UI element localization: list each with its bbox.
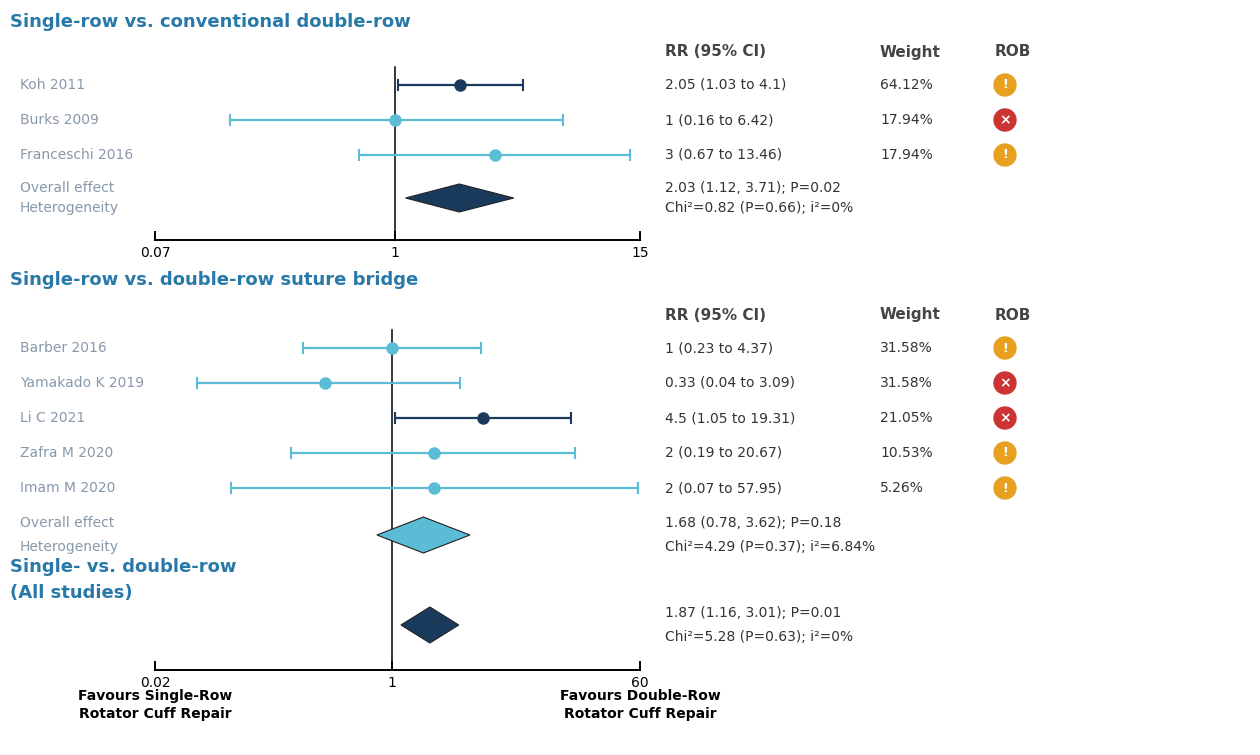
Text: Overall effect: Overall effect [20, 516, 115, 530]
Text: Single- vs. double-row
(All studies): Single- vs. double-row (All studies) [10, 559, 237, 602]
Text: Heterogeneity: Heterogeneity [20, 540, 120, 554]
Text: RR (95% CI): RR (95% CI) [665, 307, 766, 322]
Text: 2 (0.19 to 20.67): 2 (0.19 to 20.67) [665, 446, 782, 460]
Text: 17.94%: 17.94% [879, 148, 932, 162]
Text: Favours Double-Row
Rotator Cuff Repair: Favours Double-Row Rotator Cuff Repair [559, 689, 721, 721]
Text: 2.05 (1.03 to 4.1): 2.05 (1.03 to 4.1) [665, 78, 786, 92]
Text: RR (95% CI): RR (95% CI) [665, 45, 766, 60]
Text: Chi²=0.82 (P=0.66); i²=0%: Chi²=0.82 (P=0.66); i²=0% [665, 201, 853, 215]
Circle shape [994, 74, 1016, 96]
Text: 1.68 (0.78, 3.62); P=0.18: 1.68 (0.78, 3.62); P=0.18 [665, 516, 842, 530]
Text: 1 (0.23 to 4.37): 1 (0.23 to 4.37) [665, 341, 774, 355]
Text: 3 (0.67 to 13.46): 3 (0.67 to 13.46) [665, 148, 782, 162]
Text: 17.94%: 17.94% [879, 113, 932, 127]
Text: Yamakado K 2019: Yamakado K 2019 [20, 376, 144, 390]
Text: 31.58%: 31.58% [879, 341, 932, 355]
Text: Weight: Weight [879, 45, 941, 60]
Text: 0.02: 0.02 [140, 676, 170, 690]
Text: Chi²=5.28 (P=0.63); i²=0%: Chi²=5.28 (P=0.63); i²=0% [665, 630, 853, 644]
Text: ROB: ROB [995, 45, 1032, 60]
Text: 0.07: 0.07 [140, 246, 170, 260]
Text: 5.26%: 5.26% [879, 481, 924, 495]
Text: Single-row vs. conventional double-row: Single-row vs. conventional double-row [10, 13, 411, 31]
Text: 0.33 (0.04 to 3.09): 0.33 (0.04 to 3.09) [665, 376, 795, 390]
Text: Barber 2016: Barber 2016 [20, 341, 107, 355]
Text: Zafra M 2020: Zafra M 2020 [20, 446, 113, 460]
Text: Li C 2021: Li C 2021 [20, 411, 86, 425]
Text: 64.12%: 64.12% [879, 78, 932, 92]
Text: 1.87 (1.16, 3.01); P=0.01: 1.87 (1.16, 3.01); P=0.01 [665, 606, 842, 620]
Polygon shape [401, 607, 459, 643]
Text: 4.5 (1.05 to 19.31): 4.5 (1.05 to 19.31) [665, 411, 795, 425]
Text: 1: 1 [388, 676, 397, 690]
Text: Heterogeneity: Heterogeneity [20, 201, 120, 215]
Text: ROB: ROB [995, 307, 1032, 322]
Text: 2.03 (1.12, 3.71); P=0.02: 2.03 (1.12, 3.71); P=0.02 [665, 181, 840, 195]
Text: Chi²=4.29 (P=0.37); i²=6.84%: Chi²=4.29 (P=0.37); i²=6.84% [665, 540, 876, 554]
Text: 1 (0.16 to 6.42): 1 (0.16 to 6.42) [665, 113, 774, 127]
Text: !: ! [1002, 149, 1008, 162]
Text: Favours Single-Row
Rotator Cuff Repair: Favours Single-Row Rotator Cuff Repair [78, 689, 232, 721]
Polygon shape [377, 517, 470, 553]
Text: 15: 15 [631, 246, 649, 260]
Text: Burks 2009: Burks 2009 [20, 113, 98, 127]
Text: 60: 60 [631, 676, 649, 690]
Text: Overall effect: Overall effect [20, 181, 115, 195]
Circle shape [994, 109, 1016, 131]
Text: Single-row vs. double-row suture bridge: Single-row vs. double-row suture bridge [10, 271, 418, 289]
Text: 1: 1 [391, 246, 399, 260]
Text: ×: × [999, 411, 1011, 425]
Text: ×: × [999, 113, 1011, 127]
Circle shape [994, 442, 1016, 464]
Polygon shape [406, 184, 514, 212]
Circle shape [994, 337, 1016, 359]
Circle shape [994, 477, 1016, 499]
Text: ×: × [999, 376, 1011, 390]
Text: Franceschi 2016: Franceschi 2016 [20, 148, 134, 162]
Text: Koh 2011: Koh 2011 [20, 78, 86, 92]
Circle shape [994, 407, 1016, 429]
Text: 31.58%: 31.58% [879, 376, 932, 390]
Text: Imam M 2020: Imam M 2020 [20, 481, 116, 495]
Text: !: ! [1002, 482, 1008, 495]
Text: !: ! [1002, 79, 1008, 91]
Text: !: ! [1002, 446, 1008, 460]
Circle shape [994, 372, 1016, 394]
Text: 10.53%: 10.53% [879, 446, 932, 460]
Circle shape [994, 144, 1016, 166]
Text: !: ! [1002, 341, 1008, 355]
Text: 2 (0.07 to 57.95): 2 (0.07 to 57.95) [665, 481, 782, 495]
Text: 21.05%: 21.05% [879, 411, 932, 425]
Text: Weight: Weight [879, 307, 941, 322]
